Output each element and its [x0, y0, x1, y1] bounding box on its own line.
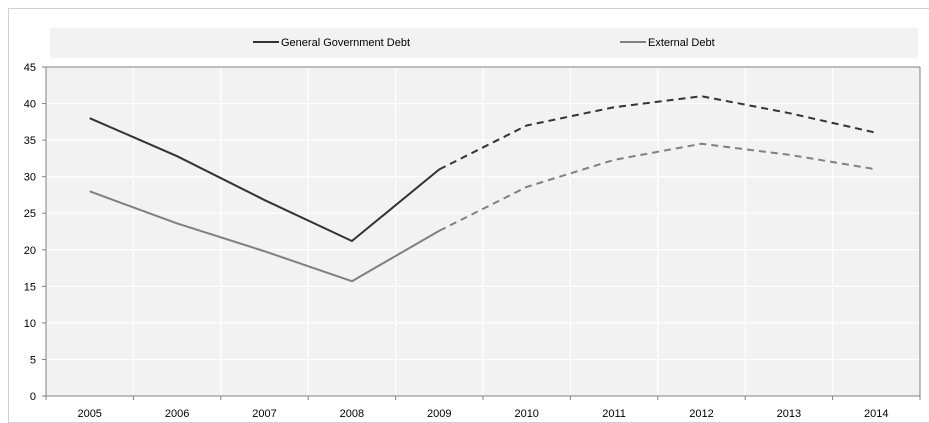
data-point	[175, 154, 179, 158]
y-tick-label: 45	[24, 62, 36, 74]
series-line-dashed	[438, 142, 877, 232]
y-tick-label: 35	[24, 135, 36, 147]
data-point	[88, 116, 92, 120]
data-point	[874, 131, 878, 135]
y-tick-label: 15	[24, 281, 36, 293]
data-point	[437, 229, 441, 233]
x-tick-label: 2014	[864, 408, 888, 420]
data-point	[700, 142, 704, 146]
data-point	[874, 167, 878, 171]
data-point	[612, 105, 616, 109]
data-point	[88, 189, 92, 193]
x-tick-label: 2005	[77, 408, 101, 420]
y-tick-label: 25	[24, 208, 36, 220]
x-tick-label: 2009	[427, 408, 451, 420]
data-point	[437, 167, 441, 171]
series-line-solid	[89, 190, 440, 283]
x-tick-label: 2013	[777, 408, 801, 420]
data-point	[525, 123, 529, 127]
data-point	[350, 239, 354, 243]
data-point	[263, 249, 267, 253]
data-point	[525, 185, 529, 189]
y-tick-label: 5	[30, 354, 36, 366]
legend-band	[50, 28, 918, 58]
y-tick-label: 10	[24, 318, 36, 330]
x-tick-label: 2010	[514, 408, 538, 420]
x-tick-label: 2011	[602, 408, 626, 420]
y-tick-label: 0	[30, 391, 36, 403]
legend-label: External Debt	[648, 37, 715, 49]
y-tick-label: 30	[24, 172, 36, 184]
data-point	[350, 279, 354, 283]
x-tick-label: 2006	[165, 408, 189, 420]
y-tick-label: 20	[24, 245, 36, 257]
data-point	[787, 153, 791, 157]
data-point	[612, 158, 616, 162]
series-line-solid	[89, 117, 440, 243]
data-point	[175, 221, 179, 225]
x-tick-label: 2008	[340, 408, 364, 420]
legend-label: General Government Debt	[281, 37, 410, 49]
data-point	[787, 111, 791, 115]
x-tick-label: 2007	[252, 408, 276, 420]
y-tick-label: 40	[24, 99, 36, 111]
x-tick-label: 2012	[689, 408, 713, 420]
data-point	[263, 198, 267, 202]
data-point	[700, 94, 704, 98]
series-line-dashed	[438, 95, 877, 171]
